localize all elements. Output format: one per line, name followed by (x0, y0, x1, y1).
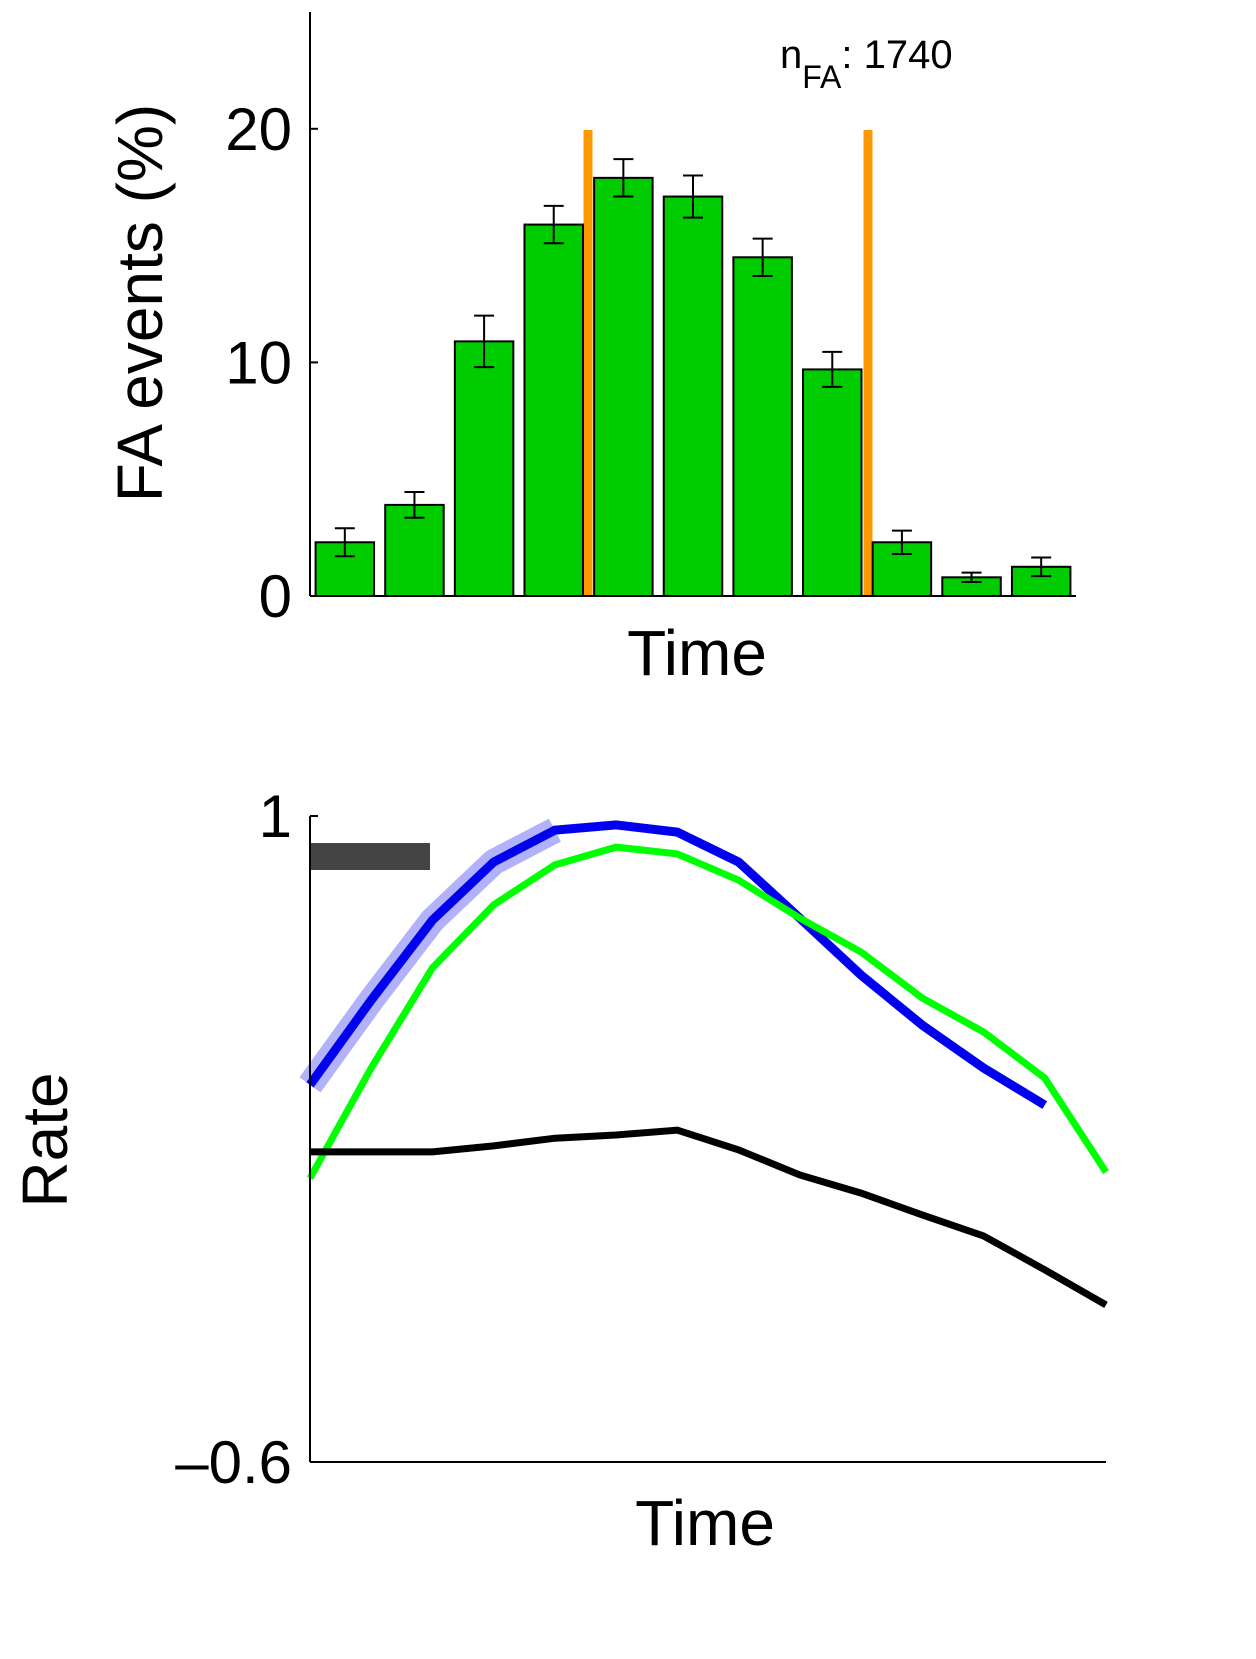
y-axis-label: FA events (%) (104, 104, 176, 502)
error-bar (961, 571, 982, 583)
bar (732, 256, 793, 597)
error-bar (822, 350, 843, 388)
error-bar (334, 527, 355, 558)
annotation: nFA: 1740 (780, 33, 953, 95)
error-bar (752, 237, 773, 277)
bar (593, 176, 654, 598)
bar (523, 223, 584, 598)
error-bar (404, 491, 425, 519)
y-tick-label: 10 (225, 329, 292, 396)
error-bar (683, 174, 703, 219)
y-tick-label: 1 (259, 783, 292, 850)
error-bar (891, 529, 912, 555)
bar (453, 340, 515, 597)
x-axis-label: Time (635, 1487, 775, 1559)
annotation-sub: FA (802, 59, 842, 95)
annotation-base: n (780, 33, 802, 77)
error-bar (543, 204, 564, 245)
bar (662, 195, 724, 597)
line-series (310, 1126, 1108, 1308)
x-axis-label: Time (627, 617, 767, 689)
line-series (306, 843, 1109, 1180)
bar (802, 368, 863, 597)
window-bar (310, 843, 430, 870)
line-series (306, 820, 1048, 1109)
error-bar (474, 314, 495, 369)
error-bar (613, 158, 634, 198)
y-axis-label: Rate (9, 1072, 81, 1207)
y-tick-label: 0 (259, 563, 292, 630)
annotation-rest: : 1740 (841, 33, 952, 77)
y-tick-label: 20 (225, 96, 292, 163)
y-tick-label: –0.6 (175, 1429, 292, 1496)
error-bar (1031, 556, 1052, 578)
